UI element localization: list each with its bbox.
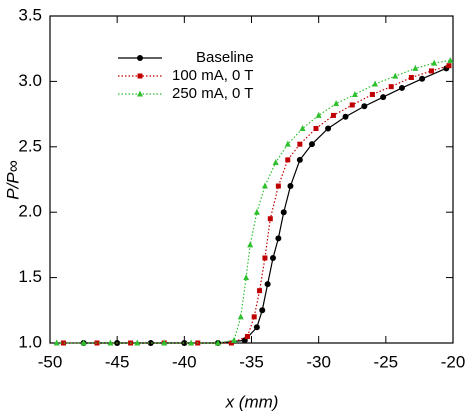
marker [60, 340, 66, 346]
marker [369, 91, 375, 97]
marker [251, 314, 257, 320]
marker [297, 141, 303, 147]
marker [419, 75, 426, 82]
marker [134, 339, 141, 346]
series-line [56, 59, 451, 344]
marker [325, 125, 332, 132]
y-tick-label: 1.0 [18, 332, 42, 351]
marker [372, 80, 379, 87]
marker [333, 100, 340, 107]
marker [188, 339, 195, 346]
marker [447, 56, 454, 63]
marker [275, 183, 281, 189]
marker [253, 324, 260, 331]
legend-label: Baseline [196, 49, 254, 66]
marker [380, 94, 387, 101]
marker [408, 74, 414, 80]
marker [296, 156, 303, 163]
x-tick-label: -30 [306, 352, 331, 371]
x-tick-label: -25 [374, 352, 399, 371]
marker [137, 55, 143, 61]
marker [280, 209, 287, 216]
marker [231, 336, 238, 343]
x-tick-label: -45 [105, 352, 130, 371]
marker [412, 64, 419, 71]
marker [330, 112, 336, 118]
x-tick-label: -35 [239, 352, 264, 371]
marker [262, 255, 268, 261]
marker [243, 274, 250, 281]
marker [244, 333, 250, 339]
x-tick-label: -50 [38, 352, 63, 371]
marker [287, 183, 294, 190]
marker [351, 90, 358, 97]
x-tick-label: -20 [441, 352, 466, 371]
marker [388, 84, 394, 90]
marker [147, 340, 154, 346]
y-axis-label: P/P∞ [3, 160, 22, 200]
y-tick-label: 3.0 [18, 71, 42, 90]
y-tick-label: 2.0 [18, 202, 42, 221]
marker [284, 140, 291, 147]
marker [253, 208, 260, 215]
marker [308, 141, 315, 148]
marker [272, 158, 279, 165]
marker [228, 340, 234, 346]
marker [264, 281, 271, 288]
marker [349, 102, 355, 108]
marker [257, 288, 263, 294]
marker [429, 68, 435, 74]
y-tick-label: 1.5 [18, 267, 42, 286]
marker [275, 235, 282, 242]
marker [137, 73, 143, 79]
marker [315, 111, 322, 118]
marker [107, 339, 114, 346]
marker [94, 340, 100, 346]
marker [161, 339, 168, 346]
marker [313, 125, 319, 131]
marker [342, 113, 349, 120]
x-axis-label: x (mm) [225, 392, 279, 411]
y-tick-label: 3.5 [18, 5, 42, 24]
marker [53, 339, 60, 346]
marker [267, 216, 273, 222]
marker [446, 63, 452, 69]
marker [214, 339, 221, 346]
marker [431, 59, 438, 66]
marker [181, 340, 188, 346]
marker [237, 313, 244, 320]
legend-label: 250 mA, 0 T [172, 85, 253, 102]
series-line [83, 67, 447, 344]
series-line [63, 65, 450, 344]
marker [80, 339, 87, 346]
marker [361, 103, 368, 110]
marker [398, 84, 405, 91]
marker [285, 157, 291, 163]
marker [261, 182, 268, 189]
marker [269, 254, 276, 261]
y-tick-label: 2.5 [18, 136, 42, 155]
marker [299, 124, 306, 131]
marker [137, 90, 143, 97]
marker [392, 72, 399, 79]
marker [259, 307, 266, 314]
legend-label: 100 mA, 0 T [172, 67, 253, 84]
marker [247, 241, 254, 248]
x-tick-label: -40 [172, 352, 197, 371]
